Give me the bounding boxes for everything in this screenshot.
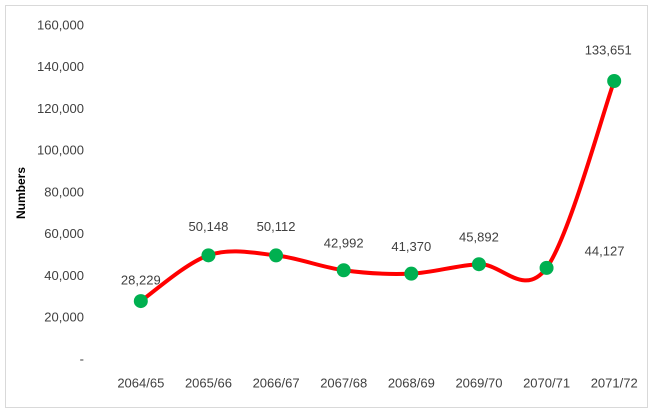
data-label: 50,148 bbox=[189, 219, 229, 234]
y-tick-label: 100,000 bbox=[37, 143, 84, 158]
data-label: 44,127 bbox=[585, 243, 625, 258]
x-tick-label: 2065/66 bbox=[185, 375, 232, 390]
x-tick-label: 2067/68 bbox=[320, 375, 367, 390]
marker bbox=[404, 266, 419, 281]
x-tick-label: 2070/71 bbox=[523, 375, 570, 390]
data-label: 133,651 bbox=[585, 42, 632, 57]
line bbox=[138, 79, 617, 304]
y-tick-label: 20,000 bbox=[44, 310, 84, 325]
y-tick-label: 140,000 bbox=[37, 59, 84, 74]
data-label: 42,992 bbox=[324, 236, 364, 251]
x-tick-label: 2069/70 bbox=[455, 375, 502, 390]
x-tick-label: 2068/69 bbox=[388, 375, 435, 390]
y-tick-label: 80,000 bbox=[44, 184, 84, 199]
chart-border bbox=[5, 5, 648, 408]
marker bbox=[201, 248, 216, 263]
y-tick-label: 60,000 bbox=[44, 226, 84, 241]
y-tick-label: 40,000 bbox=[44, 268, 84, 283]
y-axis-label: Numbers bbox=[14, 167, 28, 219]
marker bbox=[133, 294, 148, 309]
y-tick-label: 160,000 bbox=[37, 17, 84, 32]
x-tick-label: 2064/65 bbox=[117, 375, 164, 390]
x-tick-label: 2066/67 bbox=[253, 375, 300, 390]
marker bbox=[539, 260, 554, 275]
data-label: 28,229 bbox=[121, 273, 161, 288]
y-tick-label: - bbox=[80, 351, 84, 366]
marker bbox=[269, 248, 284, 263]
marker bbox=[336, 263, 351, 278]
marker bbox=[607, 74, 622, 89]
marker bbox=[471, 257, 486, 272]
data-label: 41,370 bbox=[391, 239, 431, 254]
data-label: 50,112 bbox=[257, 219, 296, 234]
data-label: 45,892 bbox=[459, 230, 499, 245]
y-tick-label: 120,000 bbox=[37, 101, 84, 116]
x-tick-label: 2071/72 bbox=[591, 375, 638, 390]
